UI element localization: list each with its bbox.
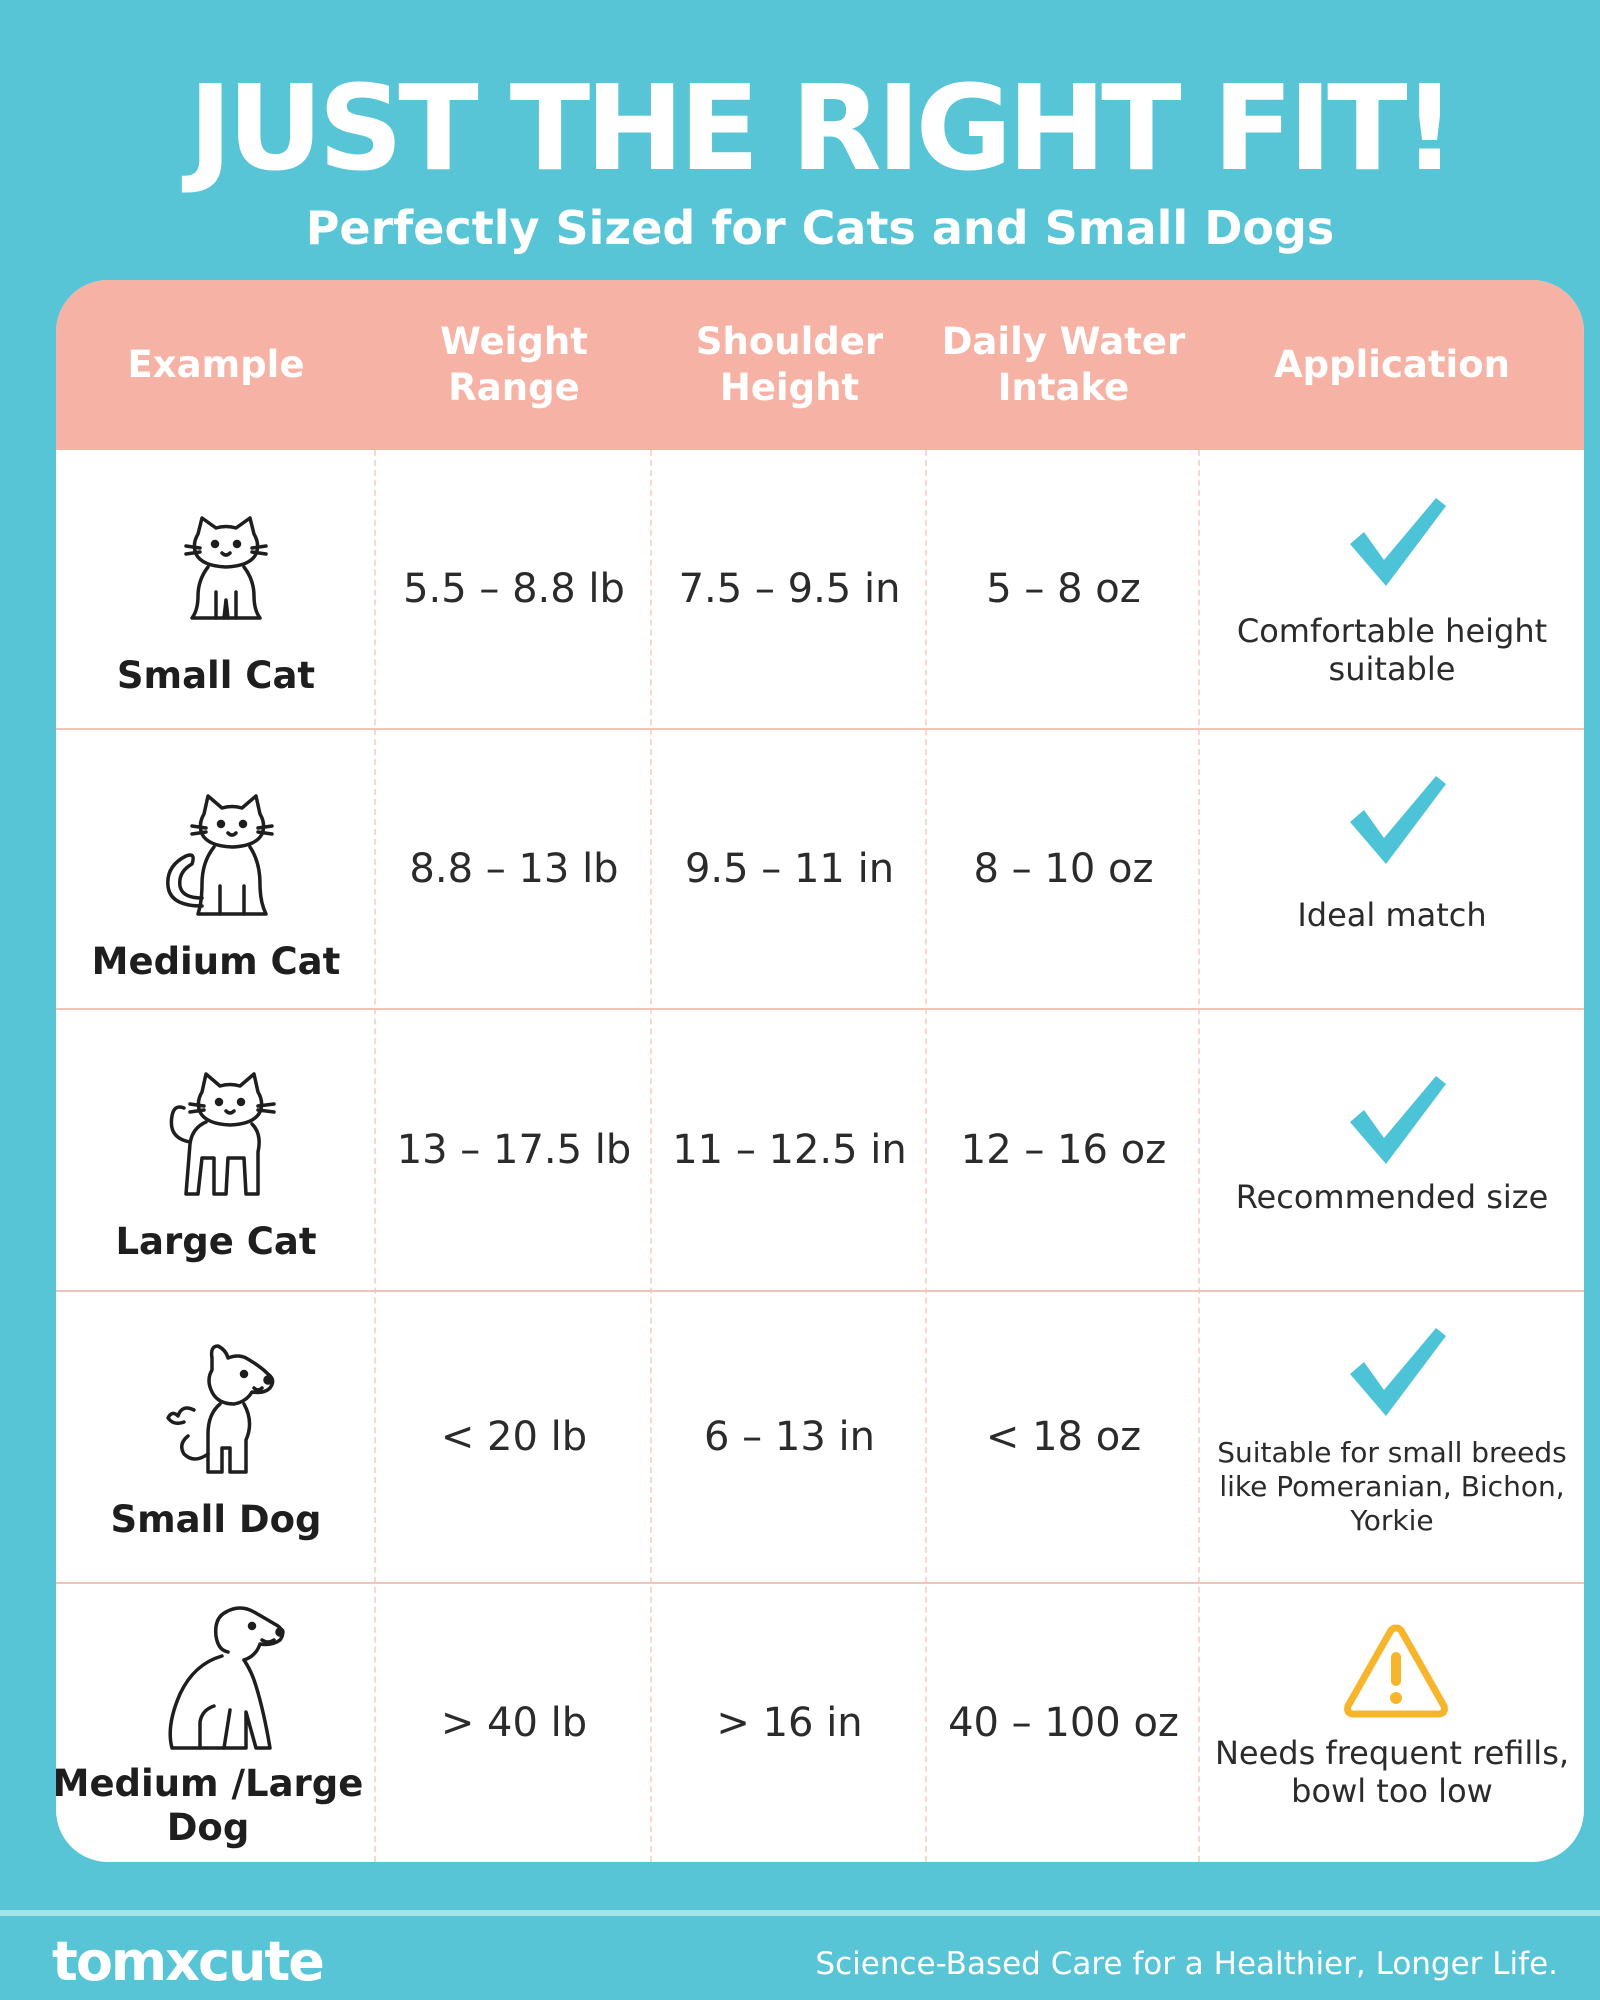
weight-range: 5.5 – 8.8 lb [403, 566, 625, 612]
application-cell: Ideal match [1200, 730, 1584, 1008]
column-header-example: Example [127, 343, 305, 386]
weight-range: 13 – 17.5 lb [396, 1127, 632, 1173]
shoulder-height: 9.5 – 11 in [684, 846, 895, 892]
size-table: Example Weight Range Shoulder Height Dai… [56, 280, 1584, 1862]
application-cell: Needs frequent refills, bowl too low [1200, 1584, 1584, 1862]
shoulder-height: > 16 in [716, 1700, 863, 1746]
animal-name: Large Cat [115, 1220, 317, 1263]
checkmark-icon [1350, 1328, 1446, 1416]
table-row: Medium Cat 8.8 – 13 lb 9.5 – 11 in 8 – 1… [56, 730, 1584, 1010]
checkmark-icon [1350, 776, 1446, 864]
shoulder-height: 6 – 13 in [704, 1414, 875, 1460]
large-dog-icon [168, 1606, 285, 1750]
animal-name: Small Cat [116, 654, 316, 697]
column-divider [1198, 450, 1200, 1862]
footer-tagline: Science-Based Care for a Healthier, Long… [815, 1946, 1558, 1982]
large-cat-icon [169, 1072, 276, 1196]
example-cell: Small Dog [56, 1292, 376, 1582]
animal-name: Medium /Large Dog [56, 1762, 364, 1849]
shoulder-height: 11 – 12.5 in [672, 1127, 907, 1173]
water-intake: 40 – 100 oz [948, 1700, 1179, 1746]
table-row: Small Cat 5.5 – 8.8 lb 7.5 – 9.5 in 5 – … [56, 450, 1584, 730]
application-cell: Suitable for small breeds like Pomerania… [1200, 1292, 1584, 1582]
table-header: Example Weight Range Shoulder Height Dai… [56, 280, 1584, 450]
example-cell: Medium /Large Dog [56, 1584, 376, 1862]
application-cell: Recommended size [1200, 1010, 1584, 1290]
application-cell: Comfortable height suitable [1200, 450, 1584, 728]
weight-range: > 40 lb [440, 1700, 588, 1746]
application-note: Recommended size [1235, 1178, 1549, 1216]
application-note: Comfortable height suitable [1236, 612, 1548, 688]
table-row: Large Cat 13 – 17.5 lb 11 – 12.5 in 12 –… [56, 1010, 1584, 1292]
checkmark-icon [1350, 1076, 1446, 1164]
column-divider [650, 450, 652, 1862]
example-cell: Medium Cat [56, 730, 376, 1008]
water-intake: 5 – 8 oz [986, 566, 1141, 612]
table-row: Medium /Large Dog > 40 lb > 16 in 40 – 1… [56, 1584, 1584, 1862]
example-cell: Small Cat [56, 450, 376, 728]
application-note: Ideal match [1297, 896, 1487, 934]
page-subtitle: Perfectly Sized for Cats and Small Dogs [305, 201, 1335, 255]
weight-range: < 20 lb [440, 1414, 588, 1460]
warning-icon [1344, 1624, 1448, 1718]
animal-name: Small Dog [110, 1498, 322, 1541]
checkmark-icon [1350, 498, 1446, 586]
water-intake: 8 – 10 oz [973, 846, 1154, 892]
shoulder-height: 7.5 – 9.5 in [678, 566, 901, 612]
footer-divider [0, 1910, 1600, 1916]
application-note: Suitable for small breeds like Pomerania… [1217, 1436, 1567, 1537]
example-cell: Large Cat [56, 1010, 376, 1290]
column-header-weight: Weight Range [440, 320, 588, 409]
column-header-application: Application [1273, 343, 1510, 386]
animal-name: Medium Cat [91, 940, 341, 983]
brand-logo: tomxcute [52, 1930, 325, 1993]
water-intake: < 18 oz [985, 1414, 1142, 1460]
column-divider [925, 450, 927, 1862]
column-divider [374, 450, 376, 1862]
page-title: JUST THE RIGHT FIT! [188, 59, 1457, 197]
small-cat-icon [184, 516, 268, 620]
water-intake: 12 – 16 oz [960, 1127, 1167, 1173]
table-row: Small Dog < 20 lb 6 – 13 in < 18 oz Suit… [56, 1292, 1584, 1584]
small-dog-icon [166, 1344, 275, 1474]
application-note: Needs frequent refills, bowl too low [1214, 1734, 1570, 1810]
weight-range: 8.8 – 13 lb [409, 846, 619, 892]
column-header-water: Daily Water Intake [941, 320, 1186, 409]
column-header-height: Shoulder Height [695, 320, 884, 409]
medium-cat-icon [166, 794, 274, 916]
